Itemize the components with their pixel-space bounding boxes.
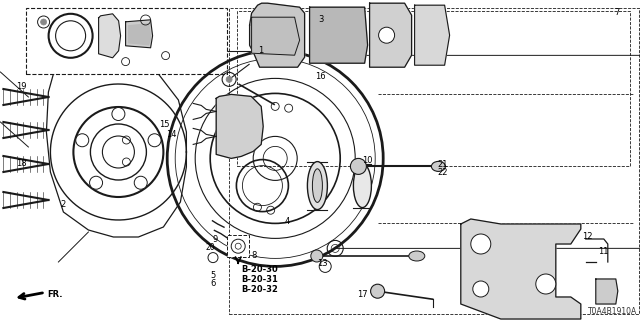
Bar (26, 8, 227, 74)
Text: B-20-30: B-20-30 (241, 265, 278, 274)
Polygon shape (250, 3, 305, 67)
Text: B-20-32: B-20-32 (241, 285, 278, 294)
Polygon shape (125, 20, 152, 48)
Ellipse shape (307, 162, 328, 210)
Circle shape (371, 284, 385, 298)
Text: 12: 12 (582, 232, 593, 241)
Polygon shape (129, 24, 150, 45)
Polygon shape (252, 17, 300, 55)
Text: T0A4B1910A: T0A4B1910A (588, 308, 637, 316)
Text: 7: 7 (614, 8, 620, 17)
Circle shape (311, 250, 323, 262)
Text: 22: 22 (437, 168, 447, 177)
Text: 21: 21 (437, 160, 447, 169)
Text: 13: 13 (317, 259, 328, 268)
Text: 4: 4 (284, 217, 289, 226)
Polygon shape (415, 5, 450, 65)
Bar (229, 8, 639, 314)
Polygon shape (310, 7, 367, 63)
Text: 20: 20 (205, 243, 215, 252)
Polygon shape (99, 14, 120, 58)
Polygon shape (461, 219, 581, 319)
Text: 5: 5 (210, 271, 215, 280)
Circle shape (148, 134, 161, 147)
Text: 10: 10 (362, 156, 372, 165)
Polygon shape (596, 279, 618, 304)
Text: 14: 14 (166, 130, 177, 139)
Text: 17: 17 (357, 290, 368, 299)
Bar (237, 11, 630, 166)
Circle shape (76, 134, 89, 147)
Circle shape (351, 158, 367, 174)
Circle shape (536, 274, 556, 294)
Text: 19: 19 (16, 82, 26, 91)
Circle shape (226, 76, 232, 82)
Text: 6: 6 (210, 279, 215, 288)
Circle shape (473, 281, 489, 297)
Polygon shape (216, 94, 263, 158)
Circle shape (471, 234, 491, 254)
Text: 11: 11 (598, 247, 609, 256)
Ellipse shape (431, 161, 445, 172)
Text: FR.: FR. (47, 290, 63, 299)
Text: 8: 8 (252, 252, 257, 260)
Polygon shape (370, 3, 412, 67)
Text: 18: 18 (16, 159, 27, 168)
Text: 3: 3 (319, 15, 324, 24)
Bar (227, 235, 249, 257)
Text: 2: 2 (61, 200, 66, 209)
Ellipse shape (409, 251, 425, 261)
Circle shape (40, 19, 47, 25)
Circle shape (90, 176, 102, 189)
Circle shape (379, 27, 395, 43)
Circle shape (112, 108, 125, 121)
Text: B-20-31: B-20-31 (241, 275, 278, 284)
Text: 9: 9 (212, 235, 218, 244)
Text: 15: 15 (159, 120, 169, 129)
Text: 1: 1 (258, 46, 264, 55)
Ellipse shape (312, 169, 323, 203)
Text: 16: 16 (315, 72, 326, 81)
Circle shape (134, 176, 147, 189)
Ellipse shape (353, 164, 371, 208)
